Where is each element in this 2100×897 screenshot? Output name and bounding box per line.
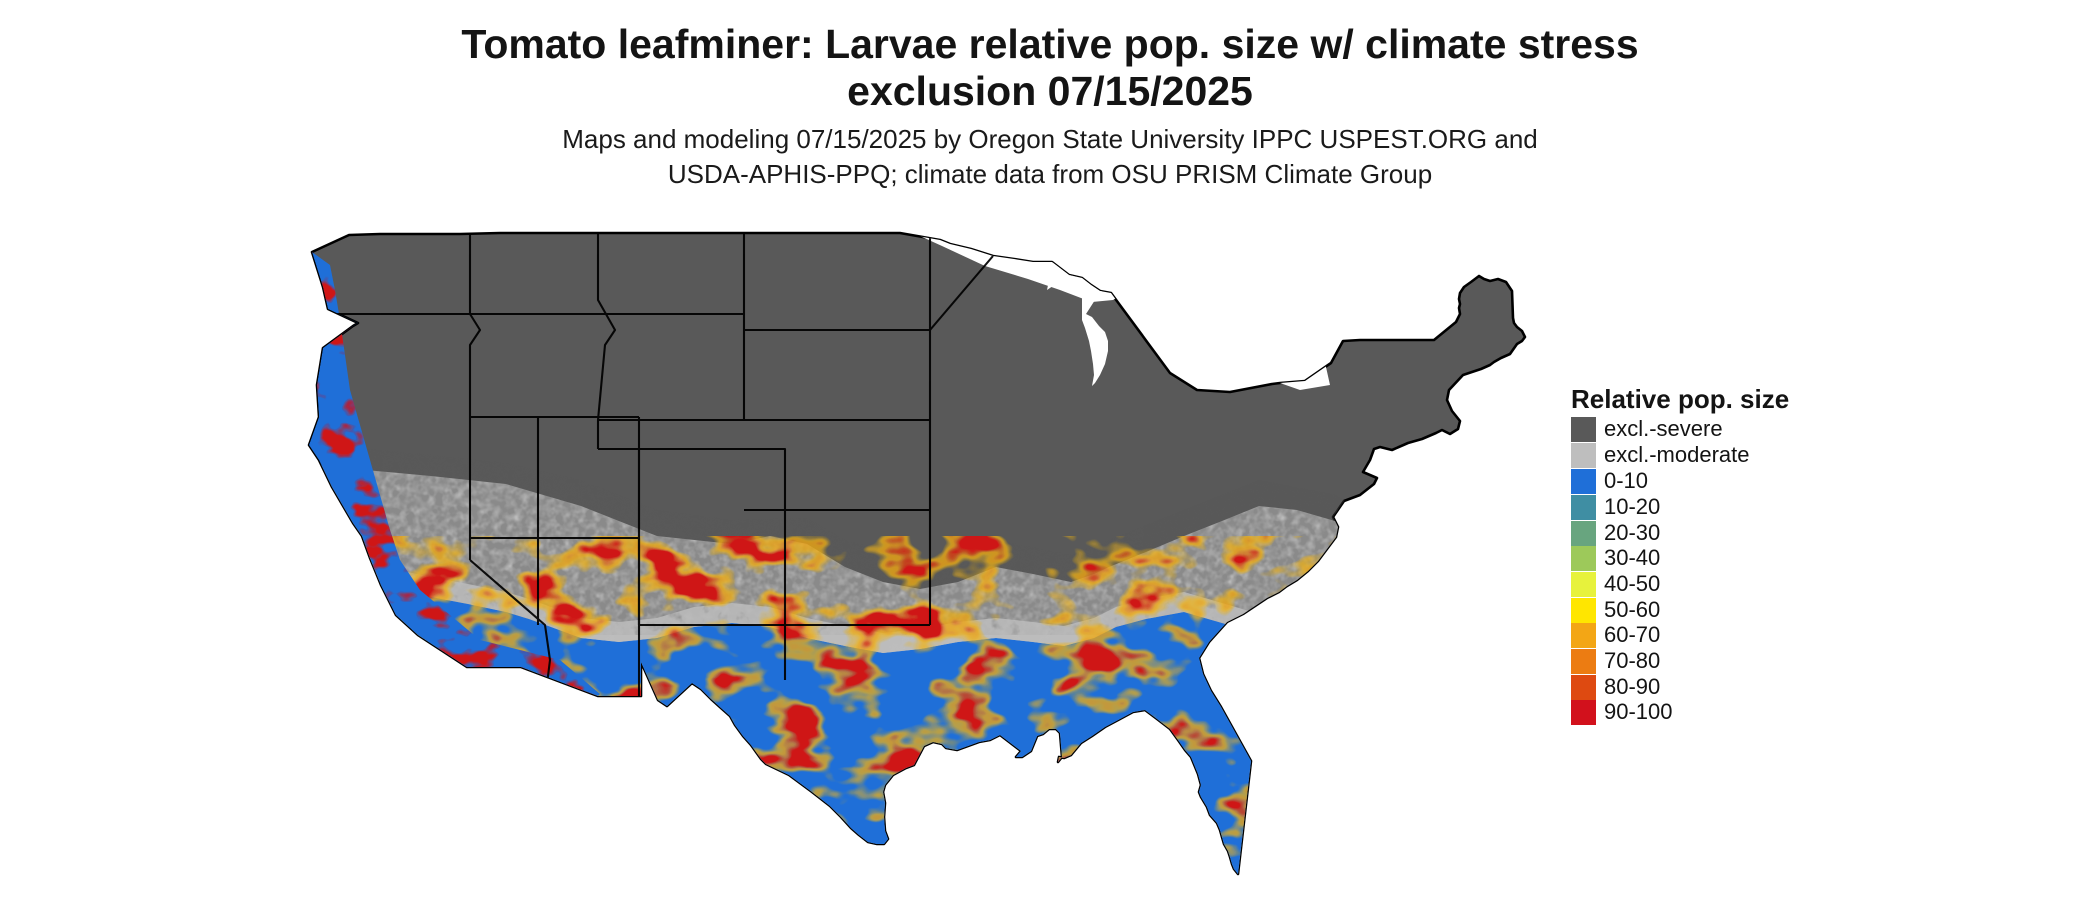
svg-text:0-10: 0-10 [1604,468,1648,493]
svg-text:Relative pop. size: Relative pop. size [1571,384,1789,414]
svg-text:20-30: 20-30 [1604,520,1660,545]
svg-text:80-90: 80-90 [1604,674,1660,699]
svg-text:Maps and modeling 07/15/2025 b: Maps and modeling 07/15/2025 by Oregon S… [562,124,1538,154]
svg-text:Tomato leafminer: Larvae relat: Tomato leafminer: Larvae relative pop. s… [461,21,1638,67]
svg-text:USDA-APHIS-PPQ; climate data f: USDA-APHIS-PPQ; climate data from OSU PR… [668,159,1432,189]
svg-text:50-60: 50-60 [1604,597,1660,622]
svg-text:70-80: 70-80 [1604,648,1660,673]
svg-text:exclusion 07/15/2025: exclusion 07/15/2025 [847,68,1253,114]
svg-text:60-70: 60-70 [1604,622,1660,647]
svg-text:10-20: 10-20 [1604,494,1660,519]
svg-text:30-40: 30-40 [1604,545,1660,570]
svg-text:90-100: 90-100 [1604,699,1673,724]
svg-text:excl.-moderate: excl.-moderate [1604,442,1750,467]
svg-text:excl.-severe: excl.-severe [1604,416,1723,441]
svg-text:40-50: 40-50 [1604,571,1660,596]
